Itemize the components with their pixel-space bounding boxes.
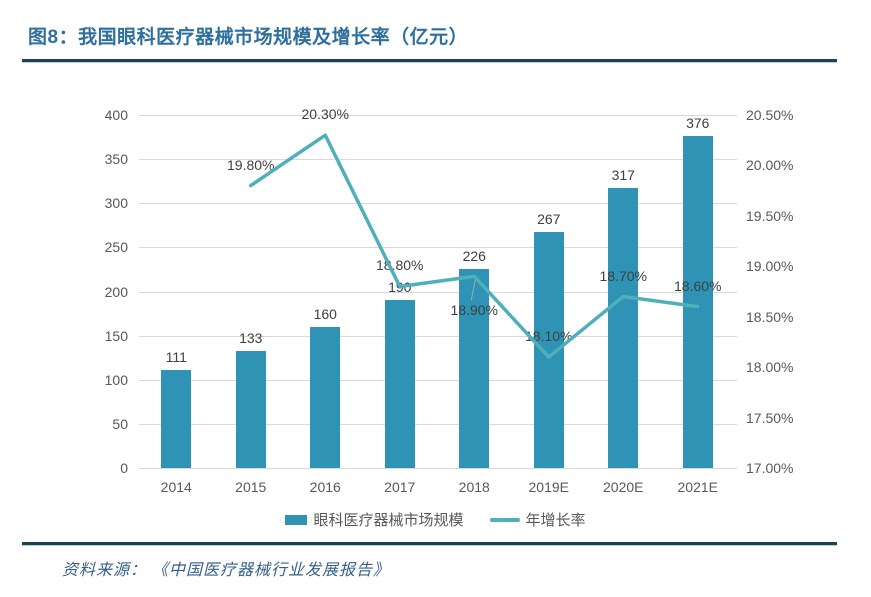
source-prefix: 资料来源： bbox=[62, 562, 148, 579]
line-series-swatch bbox=[489, 517, 520, 522]
source-name: 《中国医疗器械行业发展报告》 bbox=[152, 562, 391, 579]
source-note: 资料来源： 《中国医疗器械行业发展报告》 bbox=[62, 556, 390, 580]
footer-divider bbox=[22, 542, 837, 546]
chart-title: 图8：我国眼科医疗器械市场规模及增长率（亿元） bbox=[28, 27, 469, 48]
gridline bbox=[139, 291, 737, 293]
legend-label: 年增长率 bbox=[525, 512, 586, 529]
line-value-label: 20.30% bbox=[301, 106, 349, 123]
x-axis-tick: 2021E bbox=[677, 479, 718, 495]
bar-series-swatch bbox=[285, 514, 308, 525]
bar-value-label: 111 bbox=[165, 349, 187, 366]
y-axis-tick-left: 0 bbox=[120, 460, 128, 476]
x-axis-tick: 2016 bbox=[309, 479, 341, 495]
gridline bbox=[139, 423, 737, 425]
line-value-label: 18.70% bbox=[599, 267, 647, 284]
line-value-label: 18.60% bbox=[674, 277, 722, 294]
bar bbox=[533, 232, 564, 468]
line-value-label: 18.80% bbox=[376, 257, 424, 274]
bar bbox=[682, 136, 713, 468]
y-axis-tick-left: 400 bbox=[104, 107, 128, 123]
x-axis-tick: 2017 bbox=[384, 479, 416, 495]
chart-legend: 眼科医疗器械市场规模 年增长率 bbox=[0, 509, 871, 530]
line-value-label: 19.80% bbox=[227, 156, 275, 173]
bar-value-label: 190 bbox=[388, 279, 412, 296]
bar-value-label: 317 bbox=[611, 167, 635, 184]
y-axis-tick-left: 350 bbox=[104, 151, 128, 168]
y-axis-tick-left: 150 bbox=[104, 327, 128, 344]
bar bbox=[459, 268, 490, 468]
x-axis-tick: 2014 bbox=[160, 479, 192, 495]
y-axis-tick-right: 17.50% bbox=[746, 409, 794, 426]
y-axis-tick-right: 17.00% bbox=[746, 460, 794, 476]
bar bbox=[310, 326, 341, 468]
y-axis-tick-right: 20.00% bbox=[746, 157, 794, 174]
bar-value-label: 376 bbox=[686, 115, 710, 132]
line-value-label: 18.90% bbox=[450, 302, 498, 319]
bar-value-label: 160 bbox=[313, 305, 337, 322]
title-divider bbox=[22, 59, 837, 63]
gridline bbox=[139, 115, 737, 116]
legend-item-growth-rate: 年增长率 bbox=[489, 509, 586, 530]
bar-value-label: 267 bbox=[537, 211, 561, 228]
legend-item-market-size: 眼科医疗器械市场规模 bbox=[285, 509, 464, 530]
bar bbox=[161, 370, 192, 468]
y-axis-tick-left: 100 bbox=[104, 371, 128, 388]
legend-label: 眼科医疗器械市场规模 bbox=[313, 512, 464, 529]
gridline bbox=[139, 379, 737, 381]
x-axis-tick: 2020E bbox=[603, 479, 644, 495]
gridline bbox=[139, 247, 737, 249]
x-axis-tick: 2015 bbox=[235, 479, 267, 495]
y-axis-tick-right: 20.50% bbox=[746, 107, 794, 123]
bar-value-label: 133 bbox=[239, 329, 263, 346]
y-axis-tick-right: 19.50% bbox=[746, 207, 794, 224]
bar-value-label: 226 bbox=[462, 247, 486, 264]
line-value-label: 18.10% bbox=[525, 328, 573, 345]
bar bbox=[235, 350, 266, 468]
gridline bbox=[139, 203, 737, 205]
bar bbox=[384, 300, 415, 468]
y-axis-tick-left: 200 bbox=[104, 283, 128, 300]
y-axis-tick-left: 300 bbox=[104, 195, 128, 212]
y-axis-tick-right: 18.00% bbox=[746, 359, 794, 376]
y-axis-tick-right: 18.50% bbox=[746, 308, 794, 325]
y-axis-tick-right: 19.00% bbox=[746, 258, 794, 275]
y-axis-tick-left: 250 bbox=[104, 239, 128, 256]
x-axis-tick: 2019E bbox=[528, 479, 569, 495]
x-axis-tick: 2018 bbox=[458, 479, 490, 495]
bar bbox=[608, 188, 639, 468]
gridline bbox=[139, 468, 737, 469]
y-axis-tick-left: 50 bbox=[112, 415, 128, 432]
